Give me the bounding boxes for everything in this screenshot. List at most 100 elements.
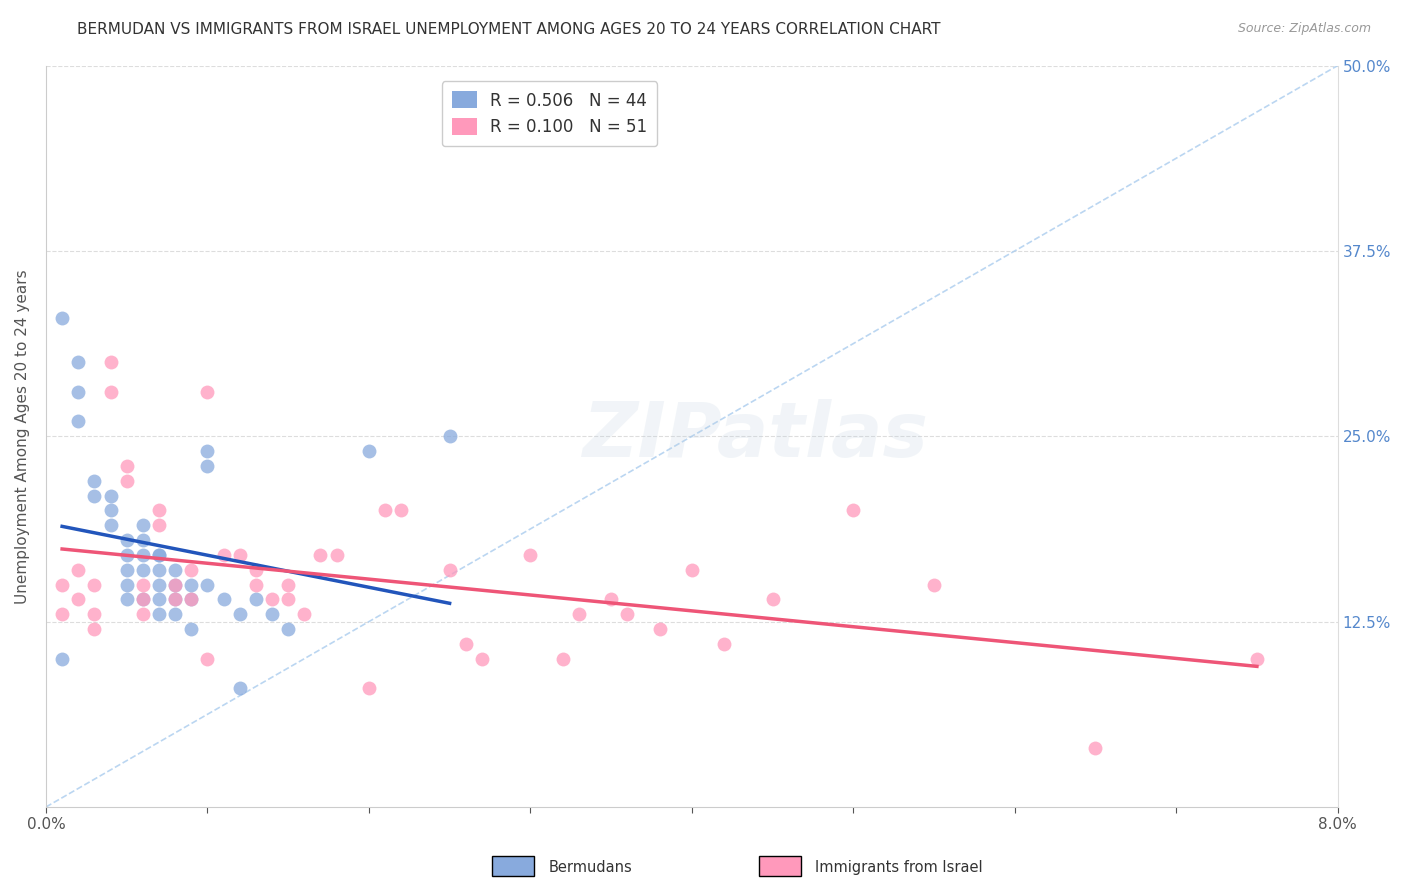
- Point: [197, 458, 219, 473]
- Point: [180, 577, 202, 591]
- Point: [132, 577, 155, 591]
- Point: [165, 607, 187, 622]
- Point: [165, 592, 187, 607]
- Point: [115, 458, 138, 473]
- Point: [648, 622, 671, 636]
- Text: Immigrants from Israel: Immigrants from Israel: [815, 860, 983, 874]
- Point: [115, 548, 138, 562]
- Point: [471, 651, 494, 665]
- Point: [148, 607, 170, 622]
- Point: [292, 607, 315, 622]
- Point: [132, 563, 155, 577]
- Point: [165, 592, 187, 607]
- Point: [67, 592, 90, 607]
- Point: [132, 607, 155, 622]
- Point: [67, 355, 90, 369]
- Point: [681, 563, 703, 577]
- Point: [67, 384, 90, 399]
- Y-axis label: Unemployment Among Ages 20 to 24 years: Unemployment Among Ages 20 to 24 years: [15, 269, 30, 604]
- Text: Bermudans: Bermudans: [548, 860, 633, 874]
- Point: [260, 592, 283, 607]
- Point: [357, 681, 380, 696]
- Point: [83, 577, 105, 591]
- Point: [132, 533, 155, 547]
- Point: [374, 503, 396, 517]
- Point: [100, 489, 122, 503]
- Point: [922, 577, 945, 591]
- Point: [180, 592, 202, 607]
- Point: [761, 592, 783, 607]
- Point: [616, 607, 638, 622]
- Point: [600, 592, 623, 607]
- Text: BERMUDAN VS IMMIGRANTS FROM ISRAEL UNEMPLOYMENT AMONG AGES 20 TO 24 YEARS CORREL: BERMUDAN VS IMMIGRANTS FROM ISRAEL UNEMP…: [77, 22, 941, 37]
- Point: [197, 651, 219, 665]
- Point: [454, 637, 477, 651]
- Point: [197, 384, 219, 399]
- Point: [148, 563, 170, 577]
- Point: [67, 414, 90, 428]
- Point: [148, 548, 170, 562]
- Point: [51, 310, 73, 325]
- Point: [568, 607, 591, 622]
- Point: [115, 592, 138, 607]
- Point: [51, 651, 73, 665]
- Point: [115, 563, 138, 577]
- Point: [389, 503, 412, 517]
- Point: [132, 592, 155, 607]
- Point: [212, 592, 235, 607]
- Point: [148, 548, 170, 562]
- Point: [260, 607, 283, 622]
- Text: Source: ZipAtlas.com: Source: ZipAtlas.com: [1237, 22, 1371, 36]
- Point: [180, 622, 202, 636]
- Point: [245, 577, 267, 591]
- Point: [197, 444, 219, 458]
- Point: [148, 503, 170, 517]
- Text: ZIPatlas: ZIPatlas: [583, 400, 929, 474]
- Point: [1084, 740, 1107, 755]
- Point: [325, 548, 347, 562]
- Point: [115, 577, 138, 591]
- Point: [245, 563, 267, 577]
- Point: [439, 429, 461, 443]
- Point: [83, 489, 105, 503]
- Point: [100, 384, 122, 399]
- Point: [83, 474, 105, 488]
- Point: [115, 533, 138, 547]
- Point: [228, 681, 250, 696]
- Point: [148, 518, 170, 533]
- Point: [132, 592, 155, 607]
- Point: [180, 592, 202, 607]
- Point: [197, 577, 219, 591]
- Point: [551, 651, 574, 665]
- Point: [51, 607, 73, 622]
- Point: [228, 548, 250, 562]
- Point: [842, 503, 865, 517]
- Point: [277, 622, 299, 636]
- Point: [357, 444, 380, 458]
- Point: [83, 607, 105, 622]
- Point: [115, 474, 138, 488]
- Legend: R = 0.506   N = 44, R = 0.100   N = 51: R = 0.506 N = 44, R = 0.100 N = 51: [441, 81, 657, 146]
- Point: [165, 577, 187, 591]
- Point: [439, 563, 461, 577]
- Point: [1246, 651, 1268, 665]
- Point: [51, 577, 73, 591]
- Point: [100, 503, 122, 517]
- Point: [277, 577, 299, 591]
- Point: [132, 518, 155, 533]
- Point: [277, 592, 299, 607]
- Point: [519, 548, 541, 562]
- Point: [713, 637, 735, 651]
- Point: [228, 607, 250, 622]
- Point: [165, 577, 187, 591]
- Point: [67, 563, 90, 577]
- Point: [148, 592, 170, 607]
- Point: [132, 548, 155, 562]
- Point: [100, 355, 122, 369]
- Point: [180, 563, 202, 577]
- Point: [212, 548, 235, 562]
- Point: [100, 518, 122, 533]
- Point: [245, 592, 267, 607]
- Point: [148, 577, 170, 591]
- Point: [309, 548, 332, 562]
